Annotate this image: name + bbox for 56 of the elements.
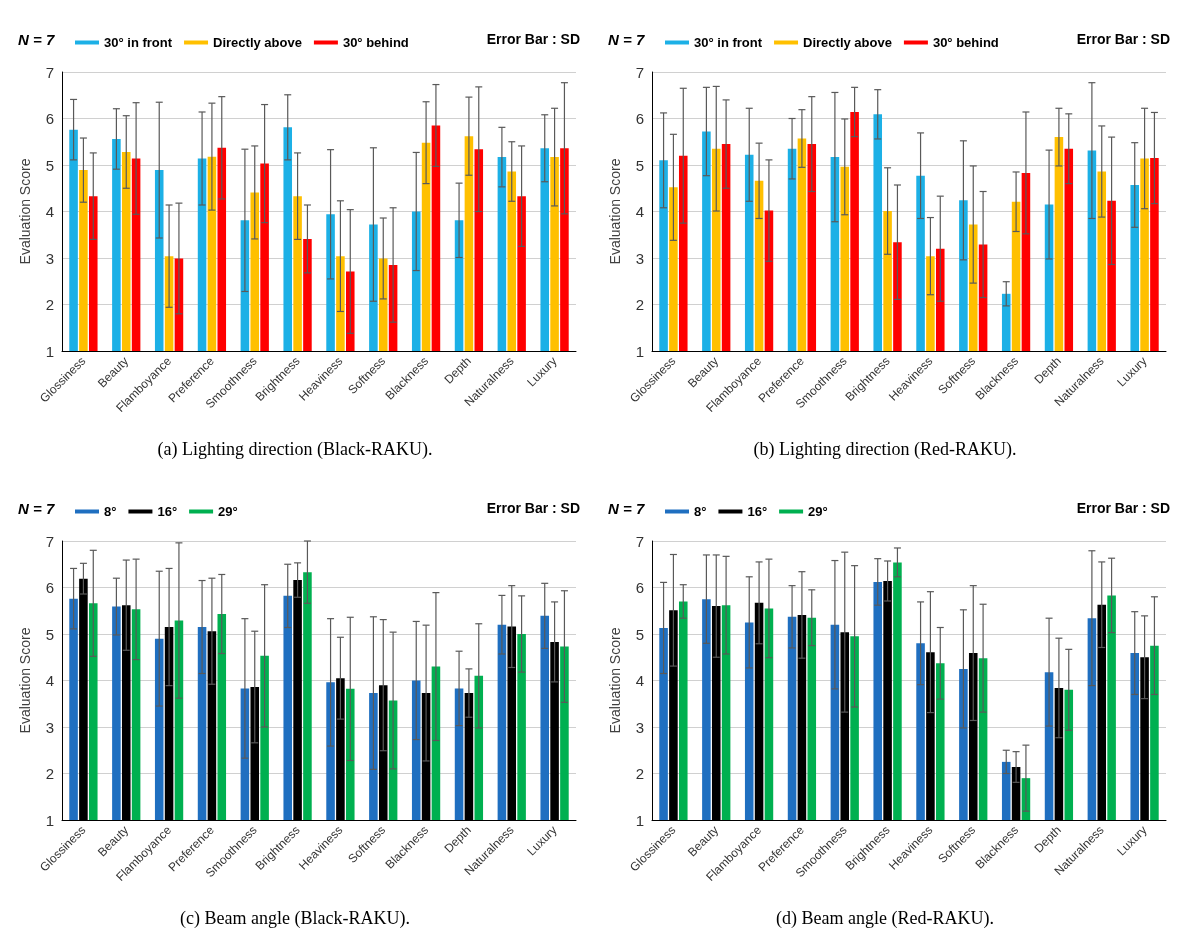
y-tick-label: 6 (45, 110, 54, 127)
y-axis-title: Evaluation Score (17, 158, 33, 265)
legend-label: 8° (694, 504, 707, 519)
legend-label: 29° (808, 504, 828, 519)
y-tick-label: 7 (45, 63, 54, 81)
y-tick-label: 3 (45, 718, 54, 736)
y-tick-label: 4 (635, 672, 644, 689)
y-tick-label: 2 (45, 765, 54, 782)
legend-label: Directly above (213, 35, 302, 50)
y-tick-label: 7 (45, 532, 54, 550)
y-tick-label: 4 (45, 672, 54, 689)
legend-label: 30° in front (694, 35, 763, 50)
y-tick-label: 4 (45, 203, 54, 220)
legend-label: Directly above (803, 35, 892, 50)
y-tick-label: 3 (635, 718, 644, 736)
text: Error Bar : SD (1076, 500, 1170, 516)
y-tick-label: 3 (635, 249, 644, 267)
legend-label: 8° (104, 504, 117, 519)
y-tick-label: 1 (45, 811, 54, 829)
y-tick-label: 6 (635, 579, 644, 596)
y-tick-label: 2 (635, 296, 644, 313)
legend-label: 30° in front (104, 35, 173, 50)
y-tick-label: 5 (635, 156, 644, 174)
text: N = 7 (18, 31, 55, 48)
text: Error Bar : SD (486, 31, 580, 47)
text: (a) Lighting direction (Black-RAKU). (157, 439, 433, 460)
legend-label: 16° (747, 504, 768, 519)
y-tick-label: 5 (45, 625, 54, 643)
text: Error Bar : SD (1076, 31, 1170, 47)
text: Error Bar : SD (486, 500, 580, 516)
text: (c) Beam angle (Black-RAKU). (180, 908, 410, 929)
y-tick-label: 5 (45, 156, 54, 174)
y-tick-label: 2 (45, 296, 54, 313)
y-tick-label: 7 (635, 63, 644, 81)
y-tick-label: 1 (635, 342, 644, 360)
legend-label: 29° (218, 504, 238, 519)
legend-label: 30° behind (342, 35, 409, 50)
y-tick-label: 1 (45, 342, 54, 360)
y-tick-label: 1 (635, 811, 644, 829)
y-tick-label: 6 (635, 110, 644, 127)
y-tick-label: 4 (635, 203, 644, 220)
text: N = 7 (608, 31, 645, 48)
y-axis-title: Evaluation Score (17, 627, 33, 734)
y-tick-label: 2 (635, 765, 644, 782)
text: (d) Beam angle (Red-RAKU). (776, 908, 994, 929)
text: (b) Lighting direction (Red-RAKU). (753, 439, 1017, 460)
y-tick-label: 3 (45, 249, 54, 267)
y-axis-title: Evaluation Score (607, 158, 623, 265)
y-tick-label: 5 (635, 625, 644, 643)
y-axis-title: Evaluation Score (607, 627, 623, 734)
text: N = 7 (608, 500, 645, 517)
y-tick-label: 7 (635, 532, 644, 550)
text: N = 7 (18, 500, 55, 517)
legend-label: 16° (157, 504, 178, 519)
y-tick-label: 6 (45, 579, 54, 596)
legend-label: 30° behind (932, 35, 999, 50)
